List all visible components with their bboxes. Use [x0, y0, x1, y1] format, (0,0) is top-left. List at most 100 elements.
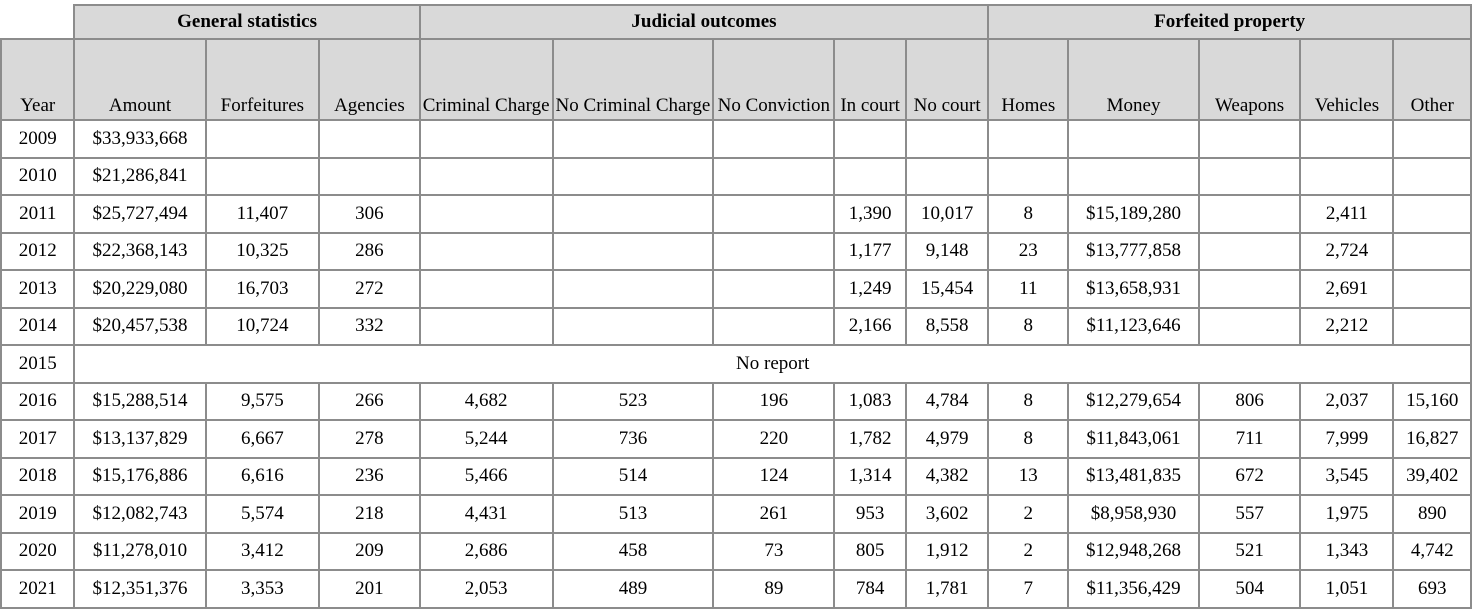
table-cell: $12,279,654 [1067, 381, 1200, 421]
table-cell: 2014 [0, 306, 76, 346]
table-cell: 1,975 [1299, 494, 1395, 534]
table-cell [712, 194, 836, 234]
table-cell: 15,454 [904, 269, 990, 309]
table-cell [1067, 119, 1200, 159]
table-cell: 2 [987, 494, 1070, 534]
table-cell: $12,351,376 [73, 569, 207, 609]
column-header: No Criminal Charge [551, 38, 715, 121]
table-cell: 2 [987, 531, 1070, 571]
table-cell: 3,412 [204, 531, 321, 571]
table-cell [1197, 269, 1302, 309]
column-header: No court [904, 38, 990, 121]
table-cell: 209 [318, 531, 421, 571]
table-cell: 1,083 [833, 381, 907, 421]
table-cell: 514 [551, 456, 715, 496]
table-cell: 693 [1392, 569, 1472, 609]
table-cell: 3,545 [1299, 456, 1395, 496]
table-cell: $22,368,143 [73, 231, 207, 271]
table-cell: 196 [712, 381, 836, 421]
table-cell [1392, 194, 1472, 234]
table-cell: 805 [833, 531, 907, 571]
table-cell: 10,724 [204, 306, 321, 346]
table-row: 2016 $15,288,514 9,575 266 4,682 523 196 1,083 4… [0, 381, 1472, 421]
table-cell: 218 [318, 494, 421, 534]
table-cell: 2,724 [1299, 231, 1395, 271]
table-cell: 16,827 [1392, 419, 1472, 459]
table-cell [1197, 194, 1302, 234]
column-header: Forfeitures [204, 38, 321, 121]
table-cell: 124 [712, 456, 836, 496]
table-cell [833, 156, 907, 196]
column-header: Homes [987, 38, 1070, 121]
table-cell: 2016 [0, 381, 76, 421]
table-cell: 513 [551, 494, 715, 534]
column-header: In court [833, 38, 907, 121]
table-cell: 4,979 [904, 419, 990, 459]
table-cell [418, 194, 554, 234]
table-cell: 332 [318, 306, 421, 346]
table-cell [551, 306, 715, 346]
table-cell: 4,742 [1392, 531, 1472, 571]
table-cell: 2,053 [418, 569, 554, 609]
table-cell [904, 119, 990, 159]
table-cell: 3,353 [204, 569, 321, 609]
table-cell: 2,212 [1299, 306, 1395, 346]
column-header: Amount [73, 38, 207, 121]
table-cell: 8 [987, 306, 1070, 346]
table-cell [904, 156, 990, 196]
table-cell: 5,466 [418, 456, 554, 496]
table-cell: $13,481,835 [1067, 456, 1200, 496]
table-cell: 2,166 [833, 306, 907, 346]
table-cell: 2012 [0, 231, 76, 271]
table-cell [318, 156, 421, 196]
group-header-row: General statistics Judicial outcomes For… [1, 4, 1472, 40]
table-cell: 1,782 [833, 419, 907, 459]
table-cell: 266 [318, 381, 421, 421]
table-cell: 7,999 [1299, 419, 1395, 459]
column-header: No Conviction [712, 38, 836, 121]
table-cell [1299, 156, 1395, 196]
table-cell: 4,382 [904, 456, 990, 496]
table-cell [1067, 156, 1200, 196]
table-cell: 8 [987, 194, 1070, 234]
table-cell: $8,958,930 [1067, 494, 1200, 534]
table-cell: 23 [987, 231, 1070, 271]
table-cell: 6,667 [204, 419, 321, 459]
table-cell: 286 [318, 231, 421, 271]
table-cell [418, 269, 554, 309]
table-cell: 11,407 [204, 194, 321, 234]
table-cell: $12,082,743 [73, 494, 207, 534]
no-report-cell: No report [73, 344, 1472, 384]
table-cell: 9,575 [204, 381, 321, 421]
table-cell: 9,148 [904, 231, 990, 271]
table-cell [987, 119, 1070, 159]
group-header-property: Forfeited property [987, 4, 1472, 40]
table-cell: 5,574 [204, 494, 321, 534]
table-cell: 89 [712, 569, 836, 609]
table-cell: 736 [551, 419, 715, 459]
table-cell: 73 [712, 531, 836, 571]
table-cell [418, 156, 554, 196]
table-cell: 2,686 [418, 531, 554, 571]
table-row: 2021 $12,351,376 3,353 201 2,053 489 89 784 1,78… [0, 569, 1472, 609]
table-cell: 306 [318, 194, 421, 234]
table-cell: 2,037 [1299, 381, 1395, 421]
table-cell: 2019 [0, 494, 76, 534]
table-cell: 261 [712, 494, 836, 534]
table-row: 2013 $20,229,080 16,703 272 1,249 15,454 11 $13… [0, 269, 1472, 309]
table-cell: 1,051 [1299, 569, 1395, 609]
table-cell: $33,933,668 [73, 119, 207, 159]
table-cell: 15,160 [1392, 381, 1472, 421]
table-cell: $15,176,886 [73, 456, 207, 496]
table-cell: 1,249 [833, 269, 907, 309]
table-cell: 2010 [0, 156, 76, 196]
table-cell [551, 194, 715, 234]
table-row: 2017 $13,137,829 6,667 278 5,244 736 220 1,782 4… [0, 419, 1472, 459]
table-cell: 521 [1197, 531, 1302, 571]
table-cell: 504 [1197, 569, 1302, 609]
table-cell: 278 [318, 419, 421, 459]
table-cell: 4,784 [904, 381, 990, 421]
table-cell [418, 231, 554, 271]
table-row: 2019 $12,082,743 5,574 218 4,431 513 261 953 3,6… [0, 494, 1472, 534]
table-cell: $13,137,829 [73, 419, 207, 459]
